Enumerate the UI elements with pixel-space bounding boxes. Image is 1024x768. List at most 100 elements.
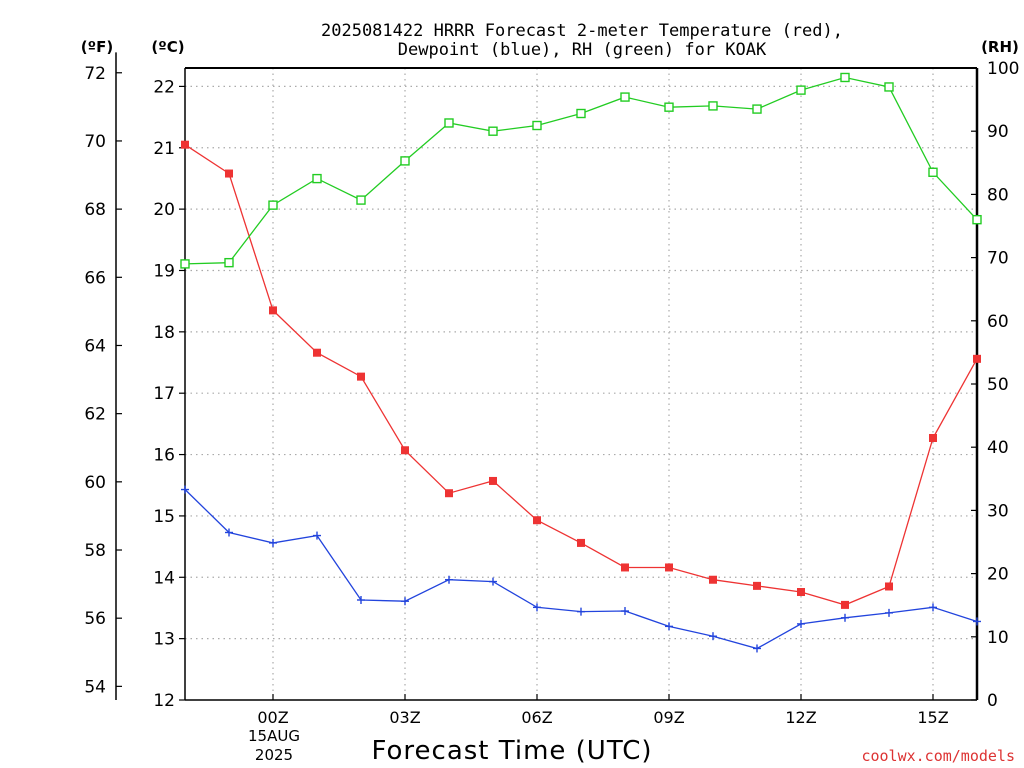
x-tick-label: 15Z — [917, 708, 948, 727]
rh-tick-label: 30 — [987, 501, 1009, 521]
temperature-point — [445, 489, 453, 498]
rh-point — [268, 200, 278, 210]
rh-tick-label: 20 — [987, 565, 1009, 585]
f-tick-label: 56 — [84, 609, 106, 629]
temperature-point — [709, 575, 717, 584]
dewpoint-point — [753, 644, 761, 653]
rh-point — [444, 118, 454, 128]
f-tick-label: 62 — [84, 405, 106, 425]
temperature-point — [621, 563, 629, 572]
dewpoint-point — [181, 485, 189, 494]
title-line-2: Dewpoint (blue), RH (green) for KOAK — [398, 40, 767, 60]
rh-point — [884, 82, 894, 92]
c-tick-label: 19 — [153, 261, 175, 281]
rh-point — [224, 257, 234, 268]
c-tick-label: 15 — [153, 507, 175, 527]
dewpoint-point — [533, 603, 541, 612]
left-unit-f-label: (ºF) — [81, 38, 113, 56]
temperature-point — [797, 588, 805, 597]
c-tick-label: 17 — [153, 384, 175, 404]
x-tick-label: 06Z — [521, 708, 552, 727]
temperature-point — [665, 563, 673, 572]
dewpoint-point — [489, 577, 497, 586]
rh-tick-label: 70 — [987, 249, 1009, 269]
rh-line — [184, 76, 978, 265]
x-tick-label: 12Z — [785, 708, 816, 727]
c-tick-label: 16 — [153, 446, 175, 466]
rh-tick-label: 80 — [987, 185, 1009, 205]
temperature-point — [841, 600, 849, 609]
rh-point — [532, 120, 542, 131]
dewpoint-point — [929, 603, 937, 612]
watermark: coolwx.com/models — [861, 747, 1015, 765]
c-tick-label: 18 — [153, 323, 175, 343]
c-tick-label: 21 — [153, 139, 175, 159]
temperature-point — [225, 169, 233, 178]
rh-point — [708, 101, 718, 111]
dewpoint-point — [621, 607, 629, 616]
rh-point — [400, 156, 410, 166]
f-tick-label: 54 — [84, 677, 106, 697]
dewpoint-point — [313, 531, 321, 540]
rh-point — [664, 102, 674, 112]
c-tick-label: 22 — [153, 77, 175, 97]
rh-point — [620, 92, 630, 102]
title-line-1: 2025081422 HRRR Forecast 2-meter Tempera… — [321, 21, 843, 41]
f-tick-label: 66 — [84, 268, 106, 288]
dewpoint-point — [797, 619, 805, 628]
left-unit-c-label: (ºC) — [151, 38, 184, 56]
f-tick-label: 64 — [84, 336, 106, 356]
rh-point — [840, 72, 850, 83]
date-label-day: 15AUG — [248, 727, 300, 745]
rh-tick-label: 10 — [987, 628, 1009, 648]
dewpoint-line — [184, 489, 978, 650]
rh-point — [752, 104, 762, 114]
rh-point — [576, 108, 586, 119]
dewpoint-point — [357, 595, 365, 604]
dewpoint-point — [269, 538, 277, 547]
dewpoint-point — [885, 608, 893, 617]
series-temperature — [181, 140, 981, 609]
temperature-point — [489, 476, 497, 485]
rh-point — [312, 173, 322, 184]
rh-point — [356, 195, 366, 205]
x-tick-label: 03Z — [389, 708, 420, 727]
rh-point — [972, 214, 982, 225]
title: 2025081422 HRRR Forecast 2-meter Tempera… — [321, 21, 843, 60]
temperature-point — [577, 538, 585, 547]
dewpoint-point — [577, 607, 585, 616]
temperature-point — [929, 433, 937, 442]
dewpoint-point — [973, 617, 981, 626]
dewpoint-point — [665, 622, 673, 631]
f-tick-label: 68 — [84, 200, 106, 220]
f-tick-label: 58 — [84, 541, 106, 561]
right-unit-label: (RH) — [981, 38, 1019, 56]
dewpoint-point — [841, 613, 849, 622]
axes: 12 13 14 15 16 17 18 19 20 21 22 54 56 58 60 62 64 66 68 70… — [84, 52, 1019, 727]
x-tick-label: 00Z — [257, 708, 288, 727]
dewpoint-point — [709, 632, 717, 641]
temperature-point — [313, 348, 321, 357]
f-tick-label: 70 — [84, 132, 106, 152]
x-tick-label: 09Z — [653, 708, 684, 727]
f-tick-label: 60 — [84, 473, 106, 493]
rh-point — [928, 167, 938, 177]
temperature-point — [401, 446, 409, 455]
temperature-point — [885, 582, 893, 591]
rh-tick-label: 60 — [987, 312, 1009, 332]
c-tick-label: 20 — [153, 200, 175, 220]
temperature-line — [184, 144, 978, 606]
rh-tick-label: 100 — [987, 59, 1019, 79]
c-tick-label: 12 — [153, 691, 175, 711]
series-rh — [180, 72, 982, 269]
date-label-year: 2025 — [255, 746, 293, 764]
c-tick-label: 14 — [153, 568, 175, 588]
rh-tick-label: 90 — [987, 122, 1009, 142]
temperature-point — [753, 581, 761, 590]
rh-tick-label: 50 — [987, 375, 1009, 395]
temperature-point — [973, 354, 981, 363]
dewpoint-point — [225, 528, 233, 537]
dewpoint-point — [401, 597, 409, 606]
grid — [185, 68, 977, 700]
